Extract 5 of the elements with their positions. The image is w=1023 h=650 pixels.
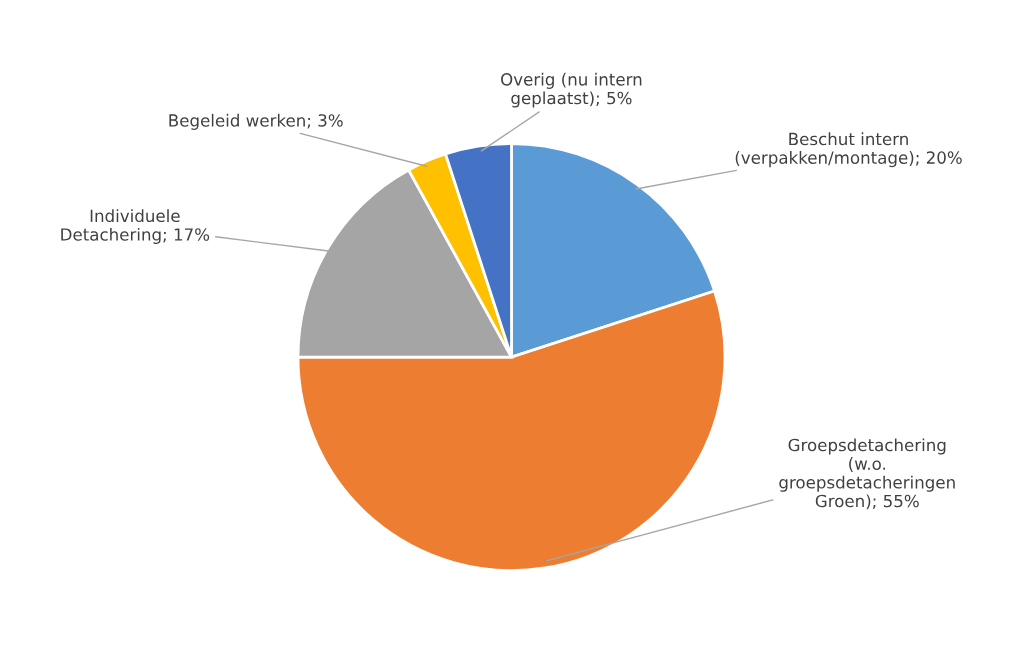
slice-label: Begeleid werken; 3% <box>169 113 343 130</box>
slice-label: Individuele Detachering; 17% <box>61 209 210 245</box>
slice-label: Beschut intern (verpakken/montage); 20% <box>735 132 962 168</box>
slice-label: Groepsdetachering (w.o. groepsdetacheringen Groen); 55% <box>779 438 955 510</box>
slice-label: Overig (nu intern geplaatst); 5% <box>501 72 642 108</box>
